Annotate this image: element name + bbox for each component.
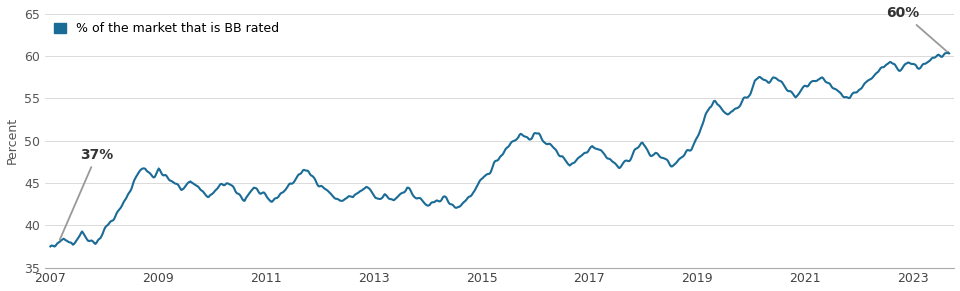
Text: 60%: 60% xyxy=(887,6,947,52)
Legend: % of the market that is BB rated: % of the market that is BB rated xyxy=(49,17,284,40)
Text: 37%: 37% xyxy=(60,148,113,240)
Y-axis label: Percent: Percent xyxy=(6,117,18,164)
